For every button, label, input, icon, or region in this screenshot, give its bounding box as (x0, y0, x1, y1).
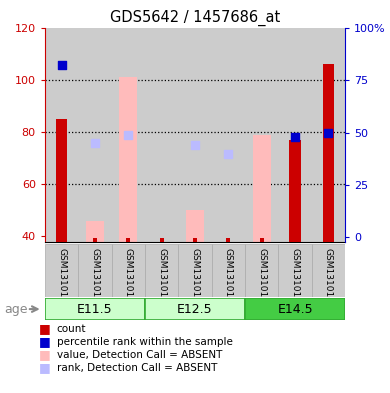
Point (225, 151, 232, 157)
Bar (160, 238, 164, 242)
Text: GSM1310173: GSM1310173 (57, 248, 66, 309)
Text: E14.5: E14.5 (277, 303, 313, 316)
Text: count: count (57, 324, 86, 334)
Bar (253, 134, 271, 242)
Text: GDS5642 / 1457686_at: GDS5642 / 1457686_at (110, 10, 280, 26)
Bar (226, 238, 230, 242)
Text: ■: ■ (39, 361, 51, 375)
Point (92, 140, 98, 146)
Bar (278, 28, 312, 242)
Point (192, 142, 198, 148)
Bar (312, 28, 345, 242)
Point (325, 129, 332, 136)
Text: value, Detection Call = ABSENT: value, Detection Call = ABSENT (57, 350, 222, 360)
Bar (245, 28, 278, 242)
Bar (178, 244, 212, 297)
Bar (289, 140, 301, 242)
Text: GSM1310175: GSM1310175 (257, 248, 266, 309)
Bar (212, 28, 245, 242)
Bar (86, 221, 104, 242)
Point (125, 131, 131, 138)
Bar (193, 238, 197, 242)
Bar (323, 64, 334, 242)
Bar (45, 28, 78, 242)
Bar (119, 77, 137, 242)
Text: GSM1310176: GSM1310176 (90, 248, 99, 309)
Text: E11.5: E11.5 (77, 303, 113, 316)
Point (58, 62, 65, 68)
Bar (45, 298, 145, 320)
Bar (312, 244, 345, 297)
Bar (178, 28, 212, 242)
Text: E12.5: E12.5 (177, 303, 213, 316)
Text: ■: ■ (39, 322, 51, 336)
Bar (112, 244, 145, 297)
Bar (112, 28, 145, 242)
Bar (145, 298, 245, 320)
Text: ■: ■ (39, 348, 51, 362)
Bar (260, 238, 264, 242)
Bar (186, 210, 204, 242)
Text: GSM1310178: GSM1310178 (291, 248, 300, 309)
Bar (212, 244, 245, 297)
Bar (93, 238, 97, 242)
Bar (56, 119, 67, 242)
Text: GSM1310180: GSM1310180 (224, 248, 233, 309)
Bar (278, 244, 312, 297)
Text: GSM1310177: GSM1310177 (190, 248, 200, 309)
Text: percentile rank within the sample: percentile rank within the sample (57, 337, 232, 347)
Bar (245, 298, 345, 320)
Text: ■: ■ (39, 335, 51, 349)
Text: GSM1310174: GSM1310174 (157, 248, 166, 309)
Bar (245, 244, 278, 297)
Text: GSM1310181: GSM1310181 (324, 248, 333, 309)
Text: GSM1310179: GSM1310179 (124, 248, 133, 309)
Text: rank, Detection Call = ABSENT: rank, Detection Call = ABSENT (57, 363, 217, 373)
Bar (78, 244, 112, 297)
Bar (145, 244, 178, 297)
Text: age: age (5, 303, 28, 316)
Bar (78, 28, 112, 242)
Bar (45, 244, 78, 297)
Bar (145, 28, 178, 242)
Bar (126, 238, 130, 242)
Point (292, 134, 298, 140)
